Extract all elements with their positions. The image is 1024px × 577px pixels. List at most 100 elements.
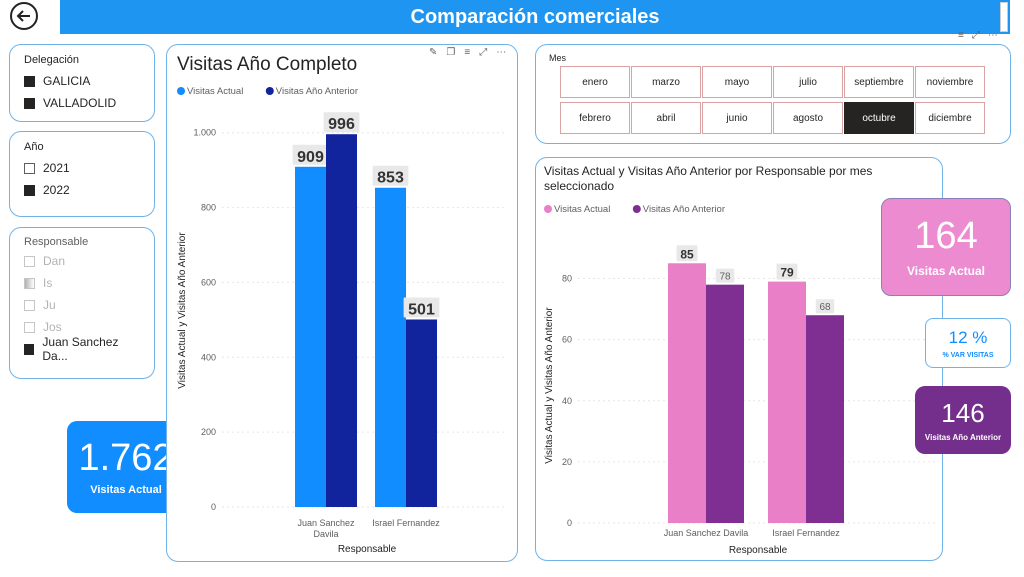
scrollbar[interactable] <box>1000 2 1008 32</box>
anio-title: Año <box>24 141 44 153</box>
checkbox-unchecked-icon <box>24 162 35 174</box>
mes-title: Mes <box>549 53 567 63</box>
legend-marker <box>265 87 274 95</box>
data-label-bg <box>715 268 735 283</box>
data-label: 501 <box>408 301 435 318</box>
anio-item-2022[interactable]: 2022 <box>24 179 140 201</box>
x-category-label: Israel Fernandez <box>772 528 840 538</box>
kpi-value: 12 % <box>948 327 988 347</box>
kpi-label: Visitas Año Anterior <box>924 432 1002 442</box>
responsable-item[interactable]: Jos <box>24 316 140 338</box>
month-button-octubre[interactable]: octubre <box>844 102 914 134</box>
kpi-label: % VAR VISITAS <box>942 351 994 359</box>
month-button-agosto[interactable]: agosto <box>773 102 843 134</box>
data-label-bg <box>323 112 360 133</box>
kpi-label: Visitas Actual <box>90 484 162 496</box>
y-tick-label: 0 <box>567 518 572 528</box>
data-label-bg <box>372 165 409 186</box>
month-button-marzo[interactable]: marzo <box>631 66 701 98</box>
responsable-item[interactable]: Is <box>24 272 140 294</box>
more-options-icon[interactable]: ⋯ <box>496 47 507 58</box>
copy-icon[interactable]: ❐ <box>446 47 456 58</box>
y-tick-label: 400 <box>201 352 216 362</box>
data-label: 68 <box>819 302 831 313</box>
mes-slicer: Mes enero marzo mayo julio septiembre noviemb… <box>535 44 1011 144</box>
month-button-septiembre[interactable]: septiembre <box>844 66 914 98</box>
chart-title: Visitas Actual y Visitas Año Anterior po… <box>544 164 872 178</box>
y-axis-label: Visitas Actual y Visitas Año Anterior <box>544 307 555 464</box>
month-button-julio[interactable]: julio <box>773 66 843 98</box>
x-category-label: Juan Sanchez <box>297 518 355 528</box>
bar-anterior <box>706 284 744 523</box>
month-button-febrero[interactable]: febrero <box>560 102 630 134</box>
responsable-item[interactable]: Juan Sanchez Da... <box>24 335 140 363</box>
anio-item-2021[interactable]: 2021 <box>24 157 140 179</box>
data-label-bg <box>403 297 440 318</box>
x-category-label: Juan Sanchez Davila <box>664 528 749 538</box>
back-button[interactable] <box>10 2 38 30</box>
month-button-junio[interactable]: junio <box>702 102 772 134</box>
month-button-diciembre[interactable]: diciembre <box>915 102 985 134</box>
page-title: Comparación comerciales <box>60 0 1010 34</box>
y-tick-label: 60 <box>562 335 572 345</box>
legend-label: Visitas Año Anterior <box>276 86 358 97</box>
data-label: 909 <box>297 149 324 166</box>
kpi-value: 146 <box>941 397 985 428</box>
y-tick-label: 20 <box>562 457 572 467</box>
kpi-label: Visitas Actual <box>906 264 986 278</box>
legend-label: Visitas Año Anterior <box>643 204 725 215</box>
data-label-bg <box>292 144 329 165</box>
y-tick-label: 80 <box>562 274 572 284</box>
checkbox-checked-icon <box>24 184 35 196</box>
delegacion-item-galicia[interactable]: GALICIA <box>24 70 140 92</box>
chart-title: Visitas Año Completo <box>177 54 357 75</box>
chart-svg: Visitas Actual y Visitas Año Anterior po… <box>544 164 936 556</box>
responsable-item[interactable]: Dan <box>24 250 140 272</box>
chart-visitas-mes-seleccionado: Visitas Actual y Visitas Año Anterior po… <box>535 157 943 561</box>
checkbox-checked-icon <box>24 97 35 109</box>
filter-icon[interactable]: ≡ <box>958 30 964 41</box>
y-tick-label: 200 <box>201 427 216 437</box>
bar-actual <box>295 166 326 507</box>
month-button-mayo[interactable]: mayo <box>702 66 772 98</box>
kpi-visitas-anterior-mes: 146 Visitas Año Anterior <box>915 386 1011 454</box>
checkbox-partial-icon <box>24 277 35 289</box>
filter-icon[interactable]: ≡ <box>464 47 471 58</box>
focus-mode-icon[interactable]: ⤢ <box>971 30 980 41</box>
month-button-abril[interactable]: abril <box>631 102 701 134</box>
focus-mode-icon[interactable]: ⤢ <box>479 47 488 58</box>
responsable-item-label: Ju <box>43 298 56 312</box>
y-tick-label: 600 <box>201 277 216 287</box>
delegacion-title: Delegación <box>24 54 80 66</box>
month-button-enero[interactable]: enero <box>560 66 630 98</box>
y-tick-label: 1.000 <box>193 128 216 138</box>
x-axis-label: Responsable <box>338 544 397 555</box>
checkbox-unchecked-icon <box>24 255 35 267</box>
bar-anterior <box>326 134 357 507</box>
bar-anterior <box>806 315 844 523</box>
checkbox-checked-icon <box>24 75 35 87</box>
data-label: 853 <box>377 170 404 187</box>
legend-marker <box>177 87 185 95</box>
more-options-icon[interactable]: ⋯ <box>987 30 998 41</box>
checkbox-checked-icon <box>24 343 35 355</box>
y-axis-label: Visitas Actual y Visitas Año Anterior <box>177 232 188 389</box>
pin-icon[interactable]: ✎ <box>429 47 438 58</box>
kpi-value: 1.762 <box>78 437 174 479</box>
data-label: 78 <box>719 272 731 283</box>
x-category-label: Israel Fernandez <box>372 518 440 528</box>
responsable-item[interactable]: Ju <box>24 294 140 316</box>
x-category-label: Davila <box>313 529 338 539</box>
arrow-left-icon <box>16 10 30 22</box>
kpi-value: 164 <box>914 215 978 257</box>
delegacion-item-label: GALICIA <box>43 74 91 88</box>
y-tick-label: 0 <box>211 502 216 512</box>
month-button-noviembre[interactable]: noviembre <box>915 66 985 98</box>
mes-toolbar: ≡ ⤢ ⋯ <box>958 30 998 41</box>
checkbox-unchecked-icon <box>24 321 35 333</box>
chart-visitas-anio-completo: ✎ ❐ ≡ ⤢ ⋯ Visitas Año Completo Visitas Ac… <box>166 44 518 562</box>
delegacion-item-valladolid[interactable]: VALLADOLID <box>24 92 140 114</box>
bar-actual <box>668 263 706 523</box>
delegacion-item-label: VALLADOLID <box>43 96 117 110</box>
legend-label: Visitas Actual <box>554 204 610 215</box>
